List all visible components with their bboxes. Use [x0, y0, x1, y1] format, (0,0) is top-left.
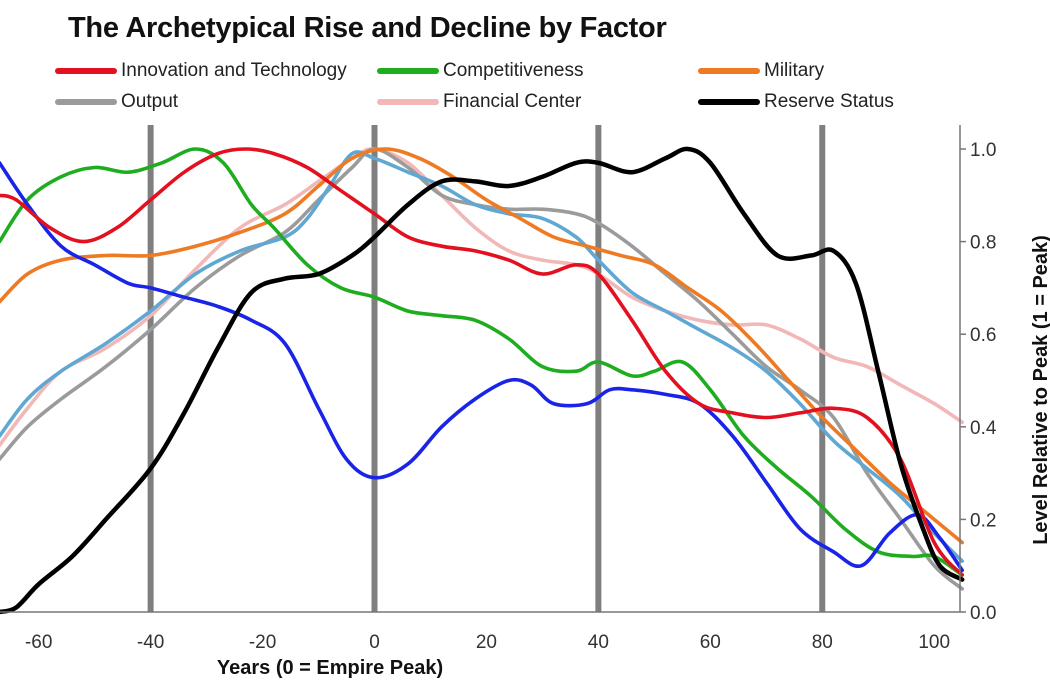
legend-swatch [55, 68, 117, 74]
legend-item-competitiveness: Competitiveness [377, 59, 583, 83]
legend-label: Innovation and Technology [121, 60, 347, 81]
series-line-reserve-status [0, 146, 965, 615]
series-line-blue [0, 161, 964, 573]
x-tick-label: 100 [918, 632, 950, 653]
legend-swatch [698, 99, 760, 105]
vertical-markers [147, 125, 826, 612]
x-tick-label: -40 [137, 632, 164, 653]
series-line-light-blue [0, 150, 964, 563]
series-line-innovation [0, 147, 964, 577]
legend-label: Reserve Status [764, 91, 894, 112]
series-line-military [0, 147, 964, 545]
y-tick-label: 1.0 [970, 140, 996, 161]
legend-item-output: Output [55, 90, 178, 114]
legend-swatch [377, 68, 439, 74]
chart-title: The Archetypical Rise and Decline by Fac… [68, 12, 667, 44]
x-tick-label: 20 [476, 632, 497, 653]
x-tick-label: 60 [700, 632, 721, 653]
legend-label: Competitiveness [443, 60, 584, 81]
legend-swatch [377, 99, 439, 105]
series-layer [0, 146, 965, 615]
legend-label: Financial Center [443, 91, 582, 112]
legend-swatch [55, 99, 117, 105]
x-tick-label: 40 [588, 632, 609, 653]
y-axis-title: Level Relative to Peak (1 = Peak) [1030, 235, 1050, 545]
x-tick-label: -60 [25, 632, 52, 653]
y-tick-label: 0.8 [970, 233, 996, 254]
y-tick-label: 0.0 [970, 603, 996, 624]
x-axis-title: Years (0 = Empire Peak) [217, 657, 443, 679]
legend-label: Military [764, 60, 825, 81]
series-line-competitiveness [0, 147, 964, 577]
legend-item-reserve-status: Reserve Status [698, 90, 894, 114]
legend-item-financial-center: Financial Center [377, 90, 581, 114]
legend-item-military: Military [698, 59, 824, 83]
axis-ticks: -60 -40 -20 0 20 40 60 80 100 0.0 0.2 0.4 0.6 0.8 1.0 [25, 140, 997, 653]
x-tick-label: -20 [249, 632, 276, 653]
x-tick-label: 0 [369, 632, 380, 653]
legend-label: Output [121, 91, 179, 112]
y-tick-label: 0.2 [970, 510, 996, 531]
legend-item-innovation: Innovation and Technology [55, 59, 347, 83]
x-tick-label: 80 [812, 632, 833, 653]
y-tick-label: 0.6 [970, 325, 996, 346]
series-line-output [0, 147, 964, 591]
y-tick-label: 0.4 [970, 418, 997, 439]
legend-swatch [698, 68, 760, 74]
